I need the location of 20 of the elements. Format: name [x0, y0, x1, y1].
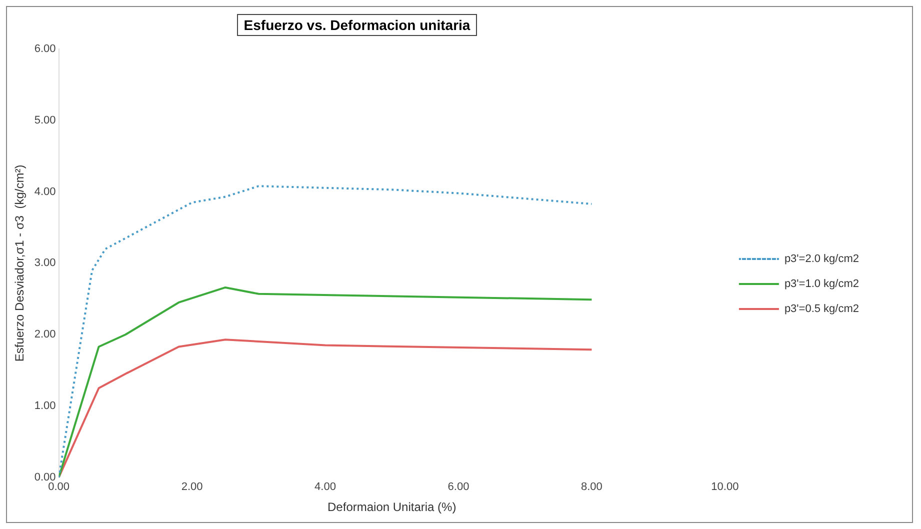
y-tick-label: 6.00: [34, 43, 56, 56]
x-tick-label: 0.00: [48, 481, 70, 494]
x-axis-title: Deformaion Unitaria (%): [328, 500, 456, 514]
x-tick-label: 2.00: [181, 481, 203, 494]
x-tick-label: 8.00: [581, 481, 602, 494]
legend-label: p3'=2.0 kg/cm2: [784, 253, 859, 266]
y-tick-label: 5.00: [34, 114, 56, 126]
legend-label: p3'=0.5 kg/cm2: [784, 303, 859, 316]
x-tick-label: 4.00: [314, 481, 336, 494]
line-series: [58, 185, 593, 478]
y-tick-label: 2.00: [34, 328, 56, 341]
legend-label: p3'=1.0 kg/cm2: [784, 278, 859, 290]
y-tick-label: 0.00: [34, 471, 56, 484]
x-tick-label: 10.00: [711, 481, 739, 494]
chart-title: Esfuerzo vs. Deformacion unitaria: [236, 14, 478, 36]
y-tick-label: 3.00: [34, 257, 56, 270]
y-tick-label: 4.00: [34, 186, 56, 198]
y-axis-title: Esfuerzo Desviador,σ1 - σ3 (kg/cm²): [12, 164, 27, 362]
x-tick-label: 6.00: [448, 481, 470, 494]
y-tick-label: 1.00: [34, 400, 56, 412]
